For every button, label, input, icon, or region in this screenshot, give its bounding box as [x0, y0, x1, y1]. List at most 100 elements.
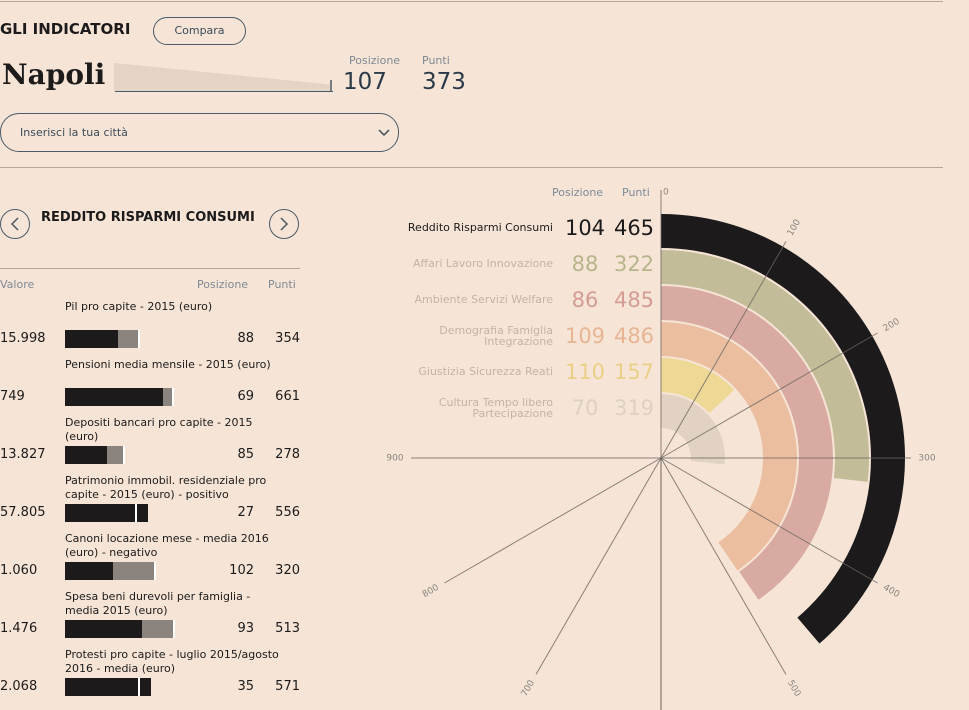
radial-bar: [661, 286, 833, 600]
radial-bar: [661, 394, 725, 465]
bar-reference: [142, 620, 175, 638]
indicator-label: Canoni locazione mese - media 2016 (euro…: [65, 532, 269, 559]
axis-line: [660, 332, 878, 459]
legend-position: 86: [571, 288, 599, 312]
axis-tick-label: 900: [386, 454, 403, 464]
legend-points: 319: [613, 396, 655, 420]
axis-line: [660, 457, 787, 675]
compare-button[interactable]: Compara: [153, 17, 246, 45]
legend-position: 70: [571, 396, 599, 420]
indicator-value: 57.805: [0, 505, 46, 520]
bar-reference: [135, 504, 138, 522]
axis-line: [660, 241, 787, 459]
legend-points: 485: [613, 288, 655, 312]
indicator-label: Pensioni media mensile - 2015 (euro): [65, 358, 271, 371]
divider: [0, 1, 943, 2]
legend-position: 88: [571, 252, 599, 276]
bar-city: [65, 562, 114, 580]
indicator-label: Depositi bancari pro capite - 2015 (euro…: [65, 416, 253, 443]
points-value: 373: [422, 69, 466, 95]
bar-reference: [113, 562, 157, 580]
bar-city: [65, 446, 107, 464]
indicator-label: Spesa beni durevoli per famiglia - media…: [65, 590, 251, 617]
indicator-value: 2.068: [0, 679, 38, 694]
section-heading: GLI INDICATORI: [0, 20, 131, 38]
legend-position: 110: [564, 360, 606, 384]
axis-tick-label: 800: [421, 583, 441, 600]
bar-reference: [162, 388, 174, 406]
legend-name: Demografia Famiglia Integrazione: [439, 324, 553, 348]
legend-points: 486: [613, 324, 655, 348]
indicator-value: 1.060: [0, 563, 38, 578]
axis-line: [660, 457, 878, 584]
indicator-points: 571: [275, 679, 300, 694]
column-header: Punti: [622, 186, 650, 199]
indicator-points: 513: [275, 621, 300, 636]
indicator-points: 320: [275, 563, 300, 578]
indicator-position: 85: [237, 447, 254, 462]
indicator-value: 749: [0, 389, 25, 404]
indicator-position: 69: [237, 389, 254, 404]
axis-tick-label: 300: [918, 454, 935, 464]
radial-bar: [661, 322, 797, 571]
bar-city: [65, 388, 163, 406]
indicator-label: Protesti pro capite - luglio 2015/agosto…: [65, 648, 279, 675]
indicator-label: Patrimonio immobil. residenziale pro cap…: [65, 474, 267, 501]
legend-points: 465: [613, 216, 655, 240]
axis-tick-label: 0: [663, 188, 669, 198]
next-button[interactable]: [268, 208, 300, 240]
bar-city: [65, 504, 148, 522]
city-name: Napoli: [2, 58, 106, 91]
ranking-sparkline: [114, 63, 333, 92]
points-label: Punti: [422, 54, 450, 67]
indicator-points: 354: [275, 331, 300, 346]
indicator-label: Pil pro capite - 2015 (euro): [65, 300, 213, 313]
radial-chart: 0 100 200 300 400 500 700 800 900: [386, 188, 936, 710]
column-header: Posizione: [197, 278, 249, 291]
indicator-points: 556: [275, 505, 300, 520]
legend-name: Cultura Tempo libero Partecipazione: [438, 396, 553, 420]
bar-city: [65, 678, 151, 696]
indicator-position: 35: [237, 679, 254, 694]
legend-points: 157: [613, 360, 655, 384]
prev-button[interactable]: [0, 208, 32, 240]
axis-tick-label: 200: [882, 317, 902, 334]
column-header: Punti: [268, 278, 296, 291]
position-value: 107: [343, 69, 387, 95]
indicator-value: 15.998: [0, 331, 46, 346]
indicator-points: 278: [275, 447, 300, 462]
city-select-placeholder: Inserisci la tua città: [20, 126, 128, 139]
legend-name: Giustizia Sicurezza Reati: [418, 365, 553, 378]
bar-city: [65, 330, 118, 348]
radial-bar: [661, 214, 905, 644]
indicator-value: 1.476: [0, 621, 38, 636]
section-title: REDDITO RISPARMI CONSUMI: [41, 210, 255, 225]
legend-name: Affari Lavoro Innovazione: [412, 257, 553, 270]
indicator-points: 661: [275, 389, 300, 404]
legend-name: Ambiente Servizi Welfare: [414, 293, 553, 306]
axis-line: [444, 457, 662, 584]
indicator-position: 93: [237, 621, 254, 636]
legend-points: 322: [613, 252, 655, 276]
legend-position: 104: [564, 216, 606, 240]
axis-line: [535, 457, 662, 675]
divider: [0, 167, 943, 168]
indicator-position: 27: [237, 505, 254, 520]
column-header: Posizione: [552, 186, 604, 199]
city-select[interactable]: Inserisci la tua città: [0, 113, 399, 152]
chevron: [378, 129, 390, 137]
bar-reference: [137, 678, 140, 696]
axis-tick-label: 100: [786, 218, 803, 238]
indicator-value: 13.827: [0, 447, 46, 462]
divider: [0, 268, 300, 269]
indicator-position: 102: [229, 563, 254, 578]
legend-name: Reddito Risparmi Consumi: [407, 221, 553, 234]
bar-reference: [106, 446, 126, 464]
position-label: Posizione: [349, 54, 401, 67]
column-header: Valore: [0, 278, 35, 291]
bar-reference: [117, 330, 140, 348]
radial-bar: [661, 358, 735, 414]
indicator-position: 88: [237, 331, 254, 346]
bar-city: [65, 620, 142, 638]
